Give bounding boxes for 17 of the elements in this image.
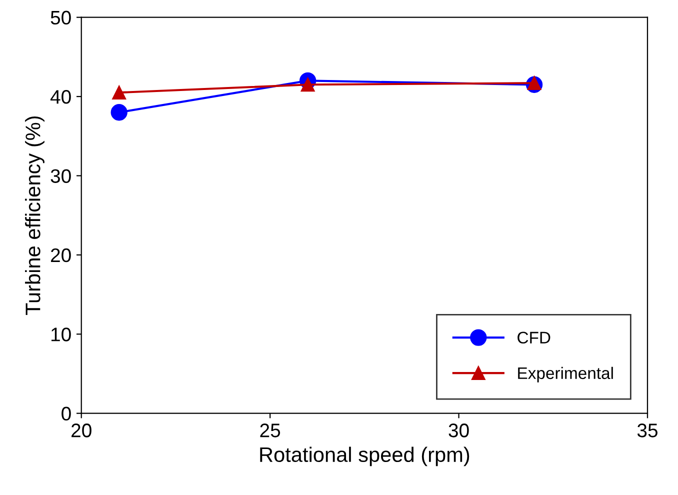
x-axis-title: Rotational speed (rpm) (260, 446, 470, 466)
x-tick-label: 35 (637, 424, 658, 438)
y-tick-label: 20 (50, 248, 71, 262)
point (112, 86, 126, 100)
legend-label: CFD (518, 332, 550, 344)
point (110, 104, 128, 121)
legend-label: Experimental (518, 366, 613, 382)
y-tick-label: 30 (50, 169, 71, 183)
x-tick-label: 30 (448, 424, 469, 438)
y-tick-label: 10 (51, 328, 71, 342)
x-tick-label: 20 (72, 424, 92, 438)
y-axis-title: Turbine efficiency (%) (25, 116, 44, 316)
y-tick-label: 0 (62, 406, 71, 421)
point (300, 78, 315, 92)
y-tick-label: 40 (50, 90, 71, 104)
x-tick-label: 25 (260, 424, 280, 438)
y-tick-label: 50 (50, 10, 71, 25)
